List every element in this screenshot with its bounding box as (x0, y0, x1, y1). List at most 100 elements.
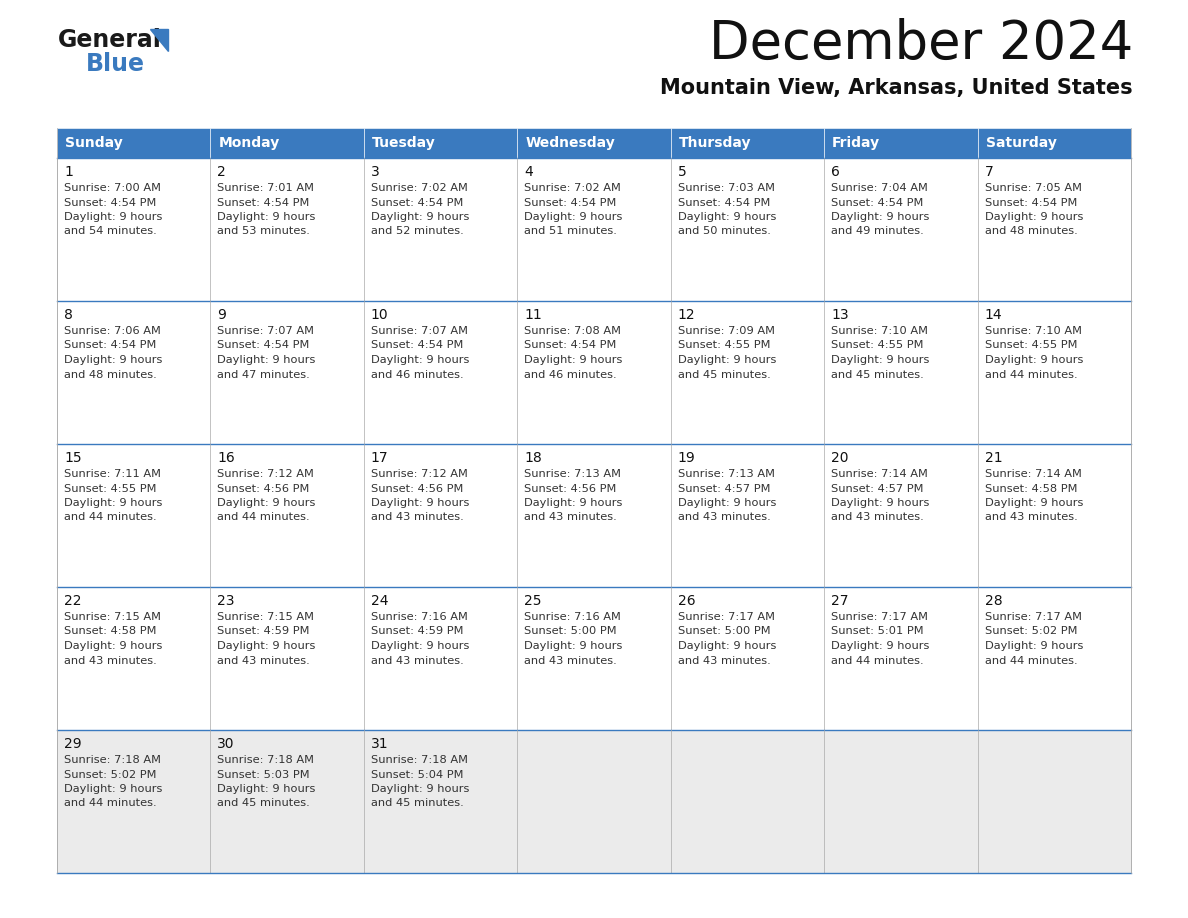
Text: and 44 minutes.: and 44 minutes. (217, 512, 310, 522)
Text: Sunset: 4:59 PM: Sunset: 4:59 PM (217, 626, 310, 636)
Text: Sunset: 4:54 PM: Sunset: 4:54 PM (677, 197, 770, 207)
Text: Daylight: 9 hours: Daylight: 9 hours (64, 355, 163, 365)
Text: Sunset: 4:55 PM: Sunset: 4:55 PM (985, 341, 1078, 351)
Text: Sunset: 5:02 PM: Sunset: 5:02 PM (64, 769, 157, 779)
Text: Sunrise: 7:01 AM: Sunrise: 7:01 AM (217, 183, 315, 193)
Text: December 2024: December 2024 (709, 18, 1133, 70)
Text: and 49 minutes.: and 49 minutes. (832, 227, 924, 237)
Text: Daylight: 9 hours: Daylight: 9 hours (677, 641, 776, 651)
Text: and 45 minutes.: and 45 minutes. (217, 799, 310, 809)
Text: Sunset: 4:58 PM: Sunset: 4:58 PM (985, 484, 1078, 494)
Text: Sunrise: 7:15 AM: Sunrise: 7:15 AM (64, 612, 162, 622)
Bar (57, 730, 1131, 873)
Text: Sunset: 4:54 PM: Sunset: 4:54 PM (217, 341, 310, 351)
Bar (57, 301, 1131, 444)
Text: 4: 4 (524, 165, 533, 179)
Text: and 51 minutes.: and 51 minutes. (524, 227, 617, 237)
Text: Sunrise: 7:10 AM: Sunrise: 7:10 AM (832, 326, 928, 336)
Text: Sunrise: 7:14 AM: Sunrise: 7:14 AM (832, 469, 928, 479)
Text: Sunrise: 7:17 AM: Sunrise: 7:17 AM (985, 612, 1081, 622)
Text: 26: 26 (677, 594, 695, 608)
Text: Daylight: 9 hours: Daylight: 9 hours (985, 498, 1083, 508)
Text: and 46 minutes.: and 46 minutes. (371, 370, 463, 379)
Text: Friday: Friday (832, 136, 880, 150)
Text: Blue: Blue (86, 52, 145, 76)
Text: and 44 minutes.: and 44 minutes. (985, 655, 1078, 666)
Text: and 47 minutes.: and 47 minutes. (217, 370, 310, 379)
Text: and 43 minutes.: and 43 minutes. (371, 512, 463, 522)
Text: 7: 7 (985, 165, 993, 179)
Text: 1: 1 (64, 165, 72, 179)
Text: 27: 27 (832, 594, 848, 608)
Text: 29: 29 (64, 737, 82, 751)
Text: and 44 minutes.: and 44 minutes. (64, 799, 157, 809)
Text: Sunset: 4:59 PM: Sunset: 4:59 PM (371, 626, 463, 636)
Text: and 44 minutes.: and 44 minutes. (64, 512, 157, 522)
Text: Saturday: Saturday (986, 136, 1056, 150)
Text: 19: 19 (677, 451, 695, 465)
Text: Sunset: 5:03 PM: Sunset: 5:03 PM (217, 769, 310, 779)
Text: 11: 11 (524, 308, 542, 322)
Text: 21: 21 (985, 451, 1003, 465)
Text: Daylight: 9 hours: Daylight: 9 hours (371, 498, 469, 508)
Text: 24: 24 (371, 594, 388, 608)
Text: Daylight: 9 hours: Daylight: 9 hours (677, 212, 776, 222)
Text: Sunset: 4:57 PM: Sunset: 4:57 PM (677, 484, 770, 494)
Text: Daylight: 9 hours: Daylight: 9 hours (64, 212, 163, 222)
Text: and 44 minutes.: and 44 minutes. (832, 655, 924, 666)
Text: Daylight: 9 hours: Daylight: 9 hours (371, 641, 469, 651)
Text: 10: 10 (371, 308, 388, 322)
Text: Daylight: 9 hours: Daylight: 9 hours (832, 355, 929, 365)
Bar (210, 128, 364, 158)
Text: Daylight: 9 hours: Daylight: 9 hours (524, 212, 623, 222)
Text: Sunrise: 7:12 AM: Sunrise: 7:12 AM (217, 469, 315, 479)
Text: and 54 minutes.: and 54 minutes. (64, 227, 157, 237)
Text: Daylight: 9 hours: Daylight: 9 hours (64, 641, 163, 651)
Bar (57, 158, 1131, 301)
Text: Sunrise: 7:03 AM: Sunrise: 7:03 AM (677, 183, 775, 193)
Text: Sunrise: 7:16 AM: Sunrise: 7:16 AM (524, 612, 621, 622)
Text: Sunset: 4:55 PM: Sunset: 4:55 PM (677, 341, 770, 351)
Text: and 43 minutes.: and 43 minutes. (524, 655, 617, 666)
Text: Wednesday: Wednesday (525, 136, 615, 150)
Text: Sunset: 4:58 PM: Sunset: 4:58 PM (64, 626, 157, 636)
Text: Sunrise: 7:02 AM: Sunrise: 7:02 AM (371, 183, 468, 193)
Text: Daylight: 9 hours: Daylight: 9 hours (64, 498, 163, 508)
Text: and 43 minutes.: and 43 minutes. (677, 512, 771, 522)
Text: Sunrise: 7:04 AM: Sunrise: 7:04 AM (832, 183, 928, 193)
Text: Daylight: 9 hours: Daylight: 9 hours (371, 355, 469, 365)
Text: 31: 31 (371, 737, 388, 751)
Text: Sunrise: 7:12 AM: Sunrise: 7:12 AM (371, 469, 468, 479)
Text: Sunset: 5:00 PM: Sunset: 5:00 PM (524, 626, 617, 636)
Text: Daylight: 9 hours: Daylight: 9 hours (985, 355, 1083, 365)
Text: 3: 3 (371, 165, 380, 179)
Text: 6: 6 (832, 165, 840, 179)
Text: Daylight: 9 hours: Daylight: 9 hours (217, 212, 316, 222)
Text: Sunrise: 7:14 AM: Sunrise: 7:14 AM (985, 469, 1081, 479)
Text: Monday: Monday (219, 136, 279, 150)
Text: and 48 minutes.: and 48 minutes. (64, 370, 157, 379)
Text: Daylight: 9 hours: Daylight: 9 hours (524, 641, 623, 651)
Text: Sunrise: 7:17 AM: Sunrise: 7:17 AM (832, 612, 928, 622)
Bar (824, 128, 978, 158)
Text: 15: 15 (64, 451, 82, 465)
Text: and 43 minutes.: and 43 minutes. (371, 655, 463, 666)
Text: Sunrise: 7:11 AM: Sunrise: 7:11 AM (64, 469, 162, 479)
Text: 16: 16 (217, 451, 235, 465)
Text: Sunset: 4:56 PM: Sunset: 4:56 PM (217, 484, 310, 494)
Text: Sunset: 4:54 PM: Sunset: 4:54 PM (64, 197, 157, 207)
Text: 30: 30 (217, 737, 235, 751)
Text: Sunrise: 7:18 AM: Sunrise: 7:18 AM (64, 755, 162, 765)
Text: Sunrise: 7:16 AM: Sunrise: 7:16 AM (371, 612, 468, 622)
Bar (517, 128, 671, 158)
Text: Sunset: 5:02 PM: Sunset: 5:02 PM (985, 626, 1078, 636)
Text: Daylight: 9 hours: Daylight: 9 hours (371, 212, 469, 222)
Text: Daylight: 9 hours: Daylight: 9 hours (985, 641, 1083, 651)
Text: Sunset: 4:54 PM: Sunset: 4:54 PM (524, 197, 617, 207)
Text: Sunset: 4:54 PM: Sunset: 4:54 PM (371, 197, 463, 207)
Text: 22: 22 (64, 594, 82, 608)
Text: Sunrise: 7:08 AM: Sunrise: 7:08 AM (524, 326, 621, 336)
Text: Sunday: Sunday (65, 136, 122, 150)
Text: and 43 minutes.: and 43 minutes. (217, 655, 310, 666)
Text: Sunset: 4:56 PM: Sunset: 4:56 PM (524, 484, 617, 494)
